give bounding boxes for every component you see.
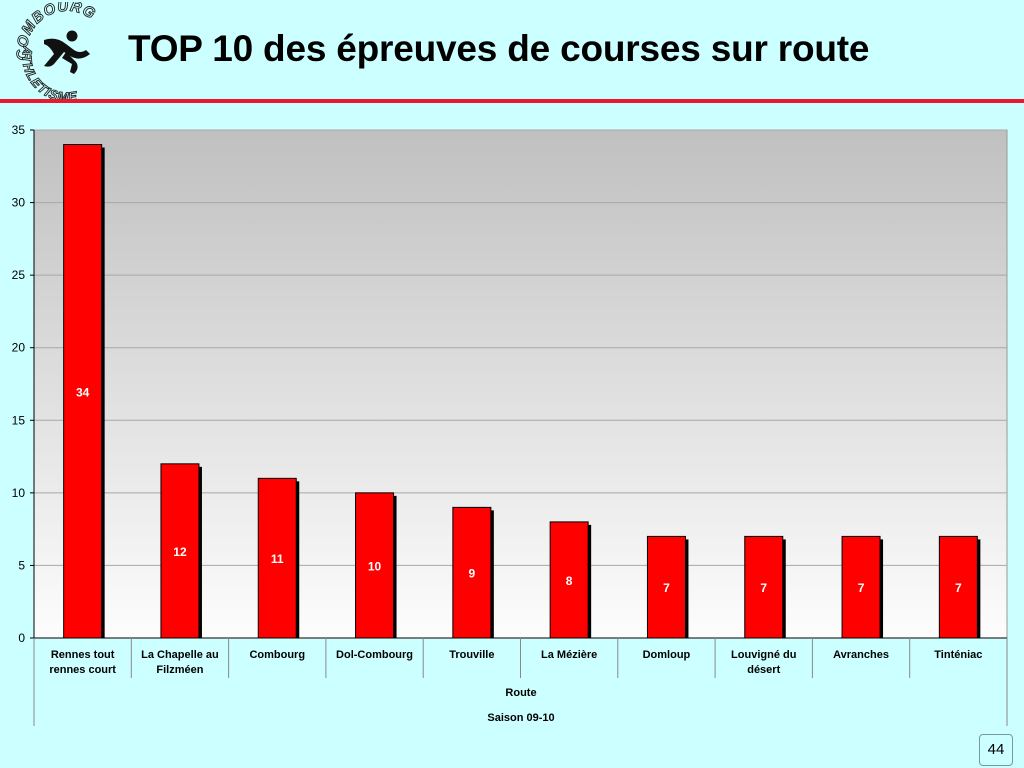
x-category-label: Louvigné du désert [715, 648, 812, 678]
x-category-label-line: Tinténiac [934, 649, 983, 661]
data-label: 10 [368, 559, 382, 573]
x-category-label: Trouville [423, 648, 520, 663]
x-category-label: Domloup [618, 648, 715, 663]
x-category-label-line: rennes court [49, 664, 116, 676]
x-category-label-line: désert [747, 664, 781, 676]
data-label: 7 [663, 581, 670, 595]
data-label: 8 [566, 574, 573, 588]
data-label: 7 [760, 581, 767, 595]
data-label: 12 [173, 545, 187, 559]
x-category-label: Avranches [812, 648, 909, 663]
bar [160, 463, 200, 639]
y-tick-label: 0 [18, 631, 25, 645]
bar [841, 535, 881, 639]
x-category-label-line: Combourg [249, 649, 306, 661]
athlete-icon [44, 30, 90, 74]
x-category-label-line: Filzméen [156, 664, 204, 676]
x-category-label: La Chapelle au Filzméen [131, 648, 228, 678]
data-label: 7 [955, 581, 962, 595]
y-tick-label: 5 [18, 558, 25, 572]
data-label: 7 [858, 581, 865, 595]
bar [452, 506, 492, 639]
y-tick-label: 15 [12, 413, 26, 427]
bar [938, 535, 978, 639]
data-label: 11 [271, 552, 284, 566]
x-category-label-line: Avranches [833, 649, 889, 661]
x-category-label-line: Trouville [449, 649, 495, 661]
x-category-label-line: Dol-Combourg [336, 649, 414, 661]
x-category-label: Combourg [229, 648, 326, 663]
x-category-label: La Mézière [521, 648, 618, 663]
y-tick-label: 35 [12, 123, 26, 137]
x-category-label-line: Louvigné du [731, 649, 797, 661]
x-category-label: Rennes tout rennes court [34, 648, 131, 678]
bar [744, 535, 784, 639]
bar [646, 535, 686, 639]
y-tick-label: 20 [12, 341, 26, 355]
x-category-label-line: Domloup [642, 649, 691, 661]
x-category-label: Dol-Combourg [326, 648, 423, 663]
page-title: TOP 10 des épreuves de courses sur route [128, 28, 870, 69]
x-category-label-line: La Mézière [541, 649, 598, 661]
y-tick-label: 10 [12, 486, 26, 500]
page-number: 44 [979, 734, 1013, 766]
bar [355, 492, 395, 639]
title-underline-rule [0, 99, 1024, 103]
y-tick-label: 30 [12, 196, 26, 210]
combourg-athletisme-logo: COMBOURG ATHLETISME [14, 2, 98, 102]
x-category-label: Tinténiac [910, 648, 1007, 663]
data-label: 34 [76, 385, 90, 399]
axis-group-label: Route [505, 687, 537, 699]
bar [549, 521, 589, 639]
bar [63, 144, 103, 639]
bar [257, 477, 297, 639]
x-category-label-line: Rennes tout [50, 649, 115, 661]
y-tick-label: 25 [12, 268, 26, 282]
data-label: 9 [469, 567, 476, 581]
x-category-label-line: La Chapelle au [141, 649, 219, 661]
axis-season-label: Saison 09-10 [487, 712, 555, 724]
